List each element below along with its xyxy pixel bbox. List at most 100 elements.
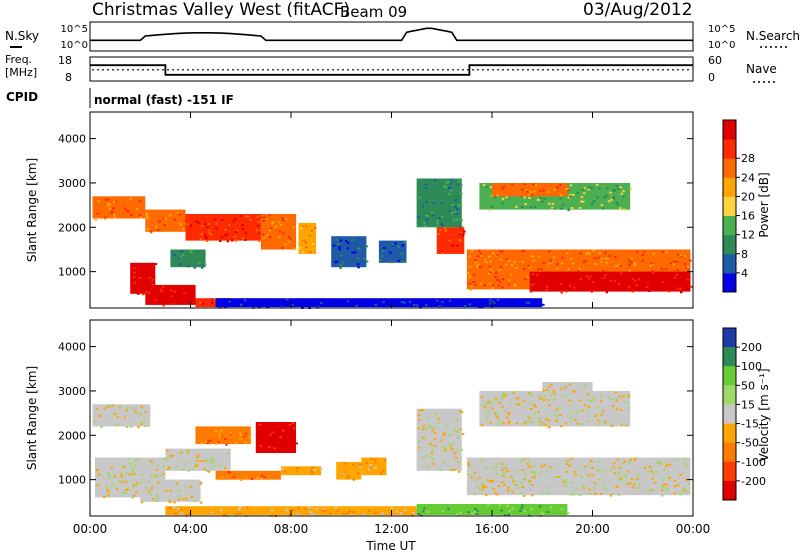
power-speckle: [310, 229, 313, 232]
power-speckle: [477, 249, 481, 252]
power-speckle: [440, 215, 444, 218]
colorbar-tick-label: -50: [741, 437, 759, 450]
velocity-speckle: [590, 399, 594, 402]
power-speckle: [178, 289, 181, 292]
velocity-speckle: [271, 431, 275, 434]
velocity-speckle: [673, 485, 677, 488]
velocity-speckle: [431, 449, 434, 452]
velocity-speckle: [217, 440, 220, 443]
power-speckle: [677, 253, 680, 256]
power-speckle: [600, 257, 604, 260]
velocity-speckle: [626, 470, 630, 473]
velocity-speckle: [520, 481, 523, 484]
power-speckle: [346, 242, 350, 245]
velocity-speckle: [522, 400, 526, 403]
velocity-speckle: [519, 509, 522, 512]
power-speckle: [449, 182, 452, 185]
velocity-speckle: [217, 464, 221, 467]
velocity-speckle: [555, 408, 559, 411]
power-speckle: [456, 218, 459, 221]
colorbar-segment: [723, 253, 736, 274]
velocity-speckle: [683, 489, 686, 491]
power-speckle: [389, 251, 392, 254]
power-speckle: [266, 234, 269, 237]
y-tick-label: 2000: [58, 221, 86, 234]
velocity-speckle: [129, 462, 132, 464]
power-speckle: [660, 267, 663, 270]
velocity-speckle: [174, 512, 177, 515]
velocity-speckle: [451, 469, 454, 471]
velocity-speckle: [632, 486, 635, 489]
power-speckle: [690, 285, 693, 288]
power-speckle: [149, 230, 153, 233]
power-speckle: [107, 198, 110, 201]
power-speckle: [641, 259, 645, 262]
power-speckle: [215, 227, 218, 230]
velocity-speckle: [638, 483, 641, 486]
velocity-speckle: [498, 504, 501, 507]
velocity-speckle: [191, 467, 194, 470]
power-speckle: [108, 208, 112, 211]
power-speckle: [498, 280, 502, 283]
power-speckle: [615, 264, 618, 267]
velocity-speckle: [228, 471, 232, 474]
velocity-speckle: [130, 425, 133, 428]
velocity-speckle: [244, 432, 248, 435]
power-speckle: [311, 242, 315, 245]
velocity-speckle: [399, 512, 403, 515]
velocity-speckle: [200, 442, 204, 444]
velocity-speckle: [131, 470, 134, 473]
power-speckle: [534, 184, 538, 186]
power-speckle: [683, 263, 687, 266]
velocity-speckle: [237, 508, 241, 511]
power-speckle: [136, 292, 140, 295]
velocity-speckle: [295, 470, 298, 473]
nave-tick-top: 60: [708, 54, 722, 67]
velocity-speckle: [286, 444, 290, 447]
velocity-speckle: [134, 484, 138, 486]
colorbar-tick-label: 24: [741, 171, 755, 184]
velocity-speckle: [586, 393, 590, 396]
cpid-label: CPID: [6, 90, 38, 104]
power-speckle: [580, 289, 583, 292]
velocity-speckle: [481, 486, 485, 488]
velocity-speckle: [348, 510, 351, 513]
velocity-speckle: [210, 461, 213, 464]
power-speckle: [162, 285, 165, 288]
velocity-speckle: [444, 449, 447, 452]
velocity-speckle: [426, 417, 429, 420]
power-speckle: [539, 197, 542, 200]
velocity-speckle: [106, 471, 109, 474]
velocity-speckle: [665, 483, 668, 486]
velocity-speckle: [495, 399, 498, 402]
power-speckle: [492, 252, 495, 255]
power-speckle: [599, 261, 603, 264]
power-speckle: [450, 189, 453, 192]
power-speckle: [431, 214, 435, 217]
velocity-speckle: [593, 398, 596, 401]
power-speckle: [650, 282, 654, 285]
power-speckle: [498, 269, 502, 272]
velocity-speckle: [521, 492, 524, 495]
velocity-speckle: [650, 489, 654, 492]
power-speckle: [619, 264, 623, 267]
power-speckle: [357, 266, 360, 269]
velocity-speckle: [456, 436, 460, 439]
power-speckle: [614, 272, 618, 275]
power-speckle: [489, 302, 492, 305]
power-speckle: [403, 301, 406, 304]
power-speckle: [532, 183, 535, 186]
colorbar-segment: [723, 215, 736, 236]
velocity-speckle: [610, 493, 614, 496]
velocity-speckle: [260, 474, 264, 477]
power-speckle: [592, 200, 596, 202]
velocity-speckle: [488, 479, 491, 482]
velocity-speckle: [487, 400, 490, 403]
power-speckle: [477, 255, 480, 258]
power-speckle: [528, 193, 532, 196]
power-speckle: [212, 298, 216, 301]
velocity-speckle: [478, 477, 481, 479]
velocity-speckle: [315, 508, 319, 511]
power-speckle: [622, 195, 625, 198]
velocity-speckle: [523, 422, 526, 425]
